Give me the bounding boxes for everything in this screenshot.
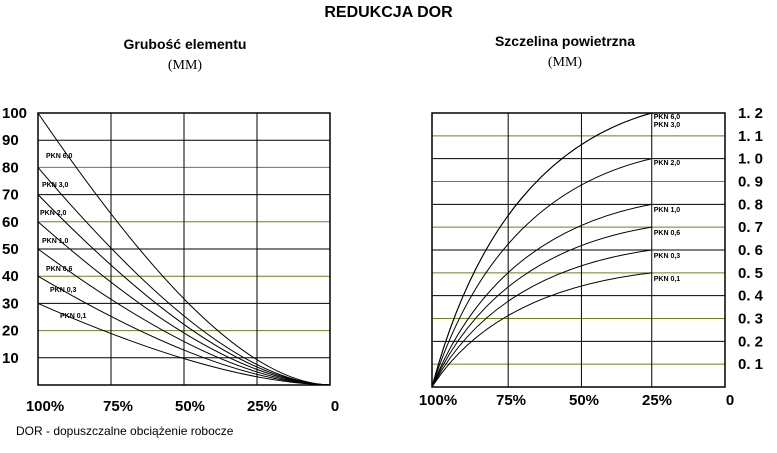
right-y-tick-label: 0. 7 xyxy=(738,219,763,236)
right-y-tick-label: 1. 2 xyxy=(738,105,763,122)
left-series-label: PKN 1,0 xyxy=(42,238,69,245)
right-x-tick-label: 50% xyxy=(569,392,599,409)
left-x-tick-label: 75% xyxy=(103,398,133,415)
right-series-label: PKN 3,0 xyxy=(654,122,681,129)
left-chart-title-block: Grubość elementu (MM) xyxy=(60,34,310,76)
right-series-curve xyxy=(431,249,652,388)
left-y-tick-label: 70 xyxy=(2,187,19,204)
right-x-tick-label: 75% xyxy=(496,392,526,409)
left-chart: PKN 6,0 PKN 3,0 PKN 2,0 PKN 1,0 PKN 0,6 PKN 0… xyxy=(2,105,339,415)
right-y-tick-label: 0. 1 xyxy=(738,356,763,373)
left-series-label: PKN 0,1 xyxy=(60,313,87,320)
left-series-curve xyxy=(37,112,331,386)
right-series-label: PKN 0,6 xyxy=(654,230,681,237)
left-series-label: PKN 3,0 xyxy=(42,182,69,189)
left-series-curve xyxy=(37,167,331,386)
right-y-tick-label: 1. 0 xyxy=(738,151,763,168)
left-y-tick-label: 10 xyxy=(2,350,19,367)
right-series-label: PKN 1,0 xyxy=(654,207,681,214)
left-series-curve xyxy=(37,275,331,386)
left-series-label: PKN 0,3 xyxy=(50,287,77,294)
left-x-tick-label: 0 xyxy=(331,398,339,415)
right-x-tick-label: 100% xyxy=(419,392,457,409)
right-series-label: PKN 2,0 xyxy=(654,160,681,167)
right-plot-frame xyxy=(431,112,726,388)
left-y-tick-label: 90 xyxy=(2,132,19,149)
left-series-curve xyxy=(37,302,331,386)
right-series-curve xyxy=(431,112,652,388)
left-series-label: PKN 2,0 xyxy=(40,210,67,217)
right-y-tick-label: 0. 2 xyxy=(738,333,763,350)
right-y-tick-label: 1. 1 xyxy=(738,128,763,145)
right-series-label: PKN 0,3 xyxy=(654,253,681,260)
left-y-tick-label: 60 xyxy=(2,214,19,231)
caption: DOR - dopuszczalne obciążenie robocze xyxy=(16,424,234,438)
right-series-label: PKN 0,1 xyxy=(654,276,681,283)
left-series-curve xyxy=(37,194,331,386)
left-series-curve xyxy=(37,248,331,386)
left-chart-unit: (MM) xyxy=(167,58,203,73)
left-y-tick-label: 100 xyxy=(2,105,27,122)
right-y-tick-label: 0. 9 xyxy=(738,174,763,191)
left-y-tick-label: 30 xyxy=(2,295,19,312)
right-series-curve xyxy=(431,158,652,388)
right-y-tick-label: 0. 6 xyxy=(738,242,763,259)
right-y-tick-label: 0. 3 xyxy=(738,311,763,328)
left-x-tick-label: 25% xyxy=(247,398,277,415)
right-series-curve xyxy=(431,226,652,388)
right-y-tick-label: 0. 8 xyxy=(738,196,763,213)
right-chart-title-block: Szczelina powietrzna (MM) xyxy=(460,31,670,73)
main-title: REDUKCJA DOR xyxy=(324,4,453,21)
right-x-tick-label: 25% xyxy=(642,392,672,409)
left-chart-title: Grubość elementu xyxy=(123,36,247,52)
right-y-tick-label: 0. 5 xyxy=(738,265,763,282)
left-y-tick-label: 20 xyxy=(2,323,19,340)
left-series-label: PKN 6,0 xyxy=(46,153,73,160)
right-x-tick-label: 0 xyxy=(726,392,734,409)
left-y-tick-label: 40 xyxy=(2,268,19,285)
left-x-tick-label: 100% xyxy=(26,398,64,415)
left-series-label: PKN 0,6 xyxy=(46,266,73,273)
right-y-tick-label: 0. 4 xyxy=(738,288,764,305)
right-series-label: PKN 6,0 xyxy=(654,114,681,121)
right-series-curve xyxy=(431,272,652,388)
left-series-curve xyxy=(37,221,331,386)
right-series-curve xyxy=(431,203,652,388)
left-y-tick-label: 80 xyxy=(2,159,19,176)
left-x-tick-label: 50% xyxy=(175,398,205,415)
right-chart-unit: (MM) xyxy=(547,55,583,70)
right-chart-title: Szczelina powietrzna xyxy=(494,33,636,49)
left-y-tick-label: 50 xyxy=(2,241,19,258)
